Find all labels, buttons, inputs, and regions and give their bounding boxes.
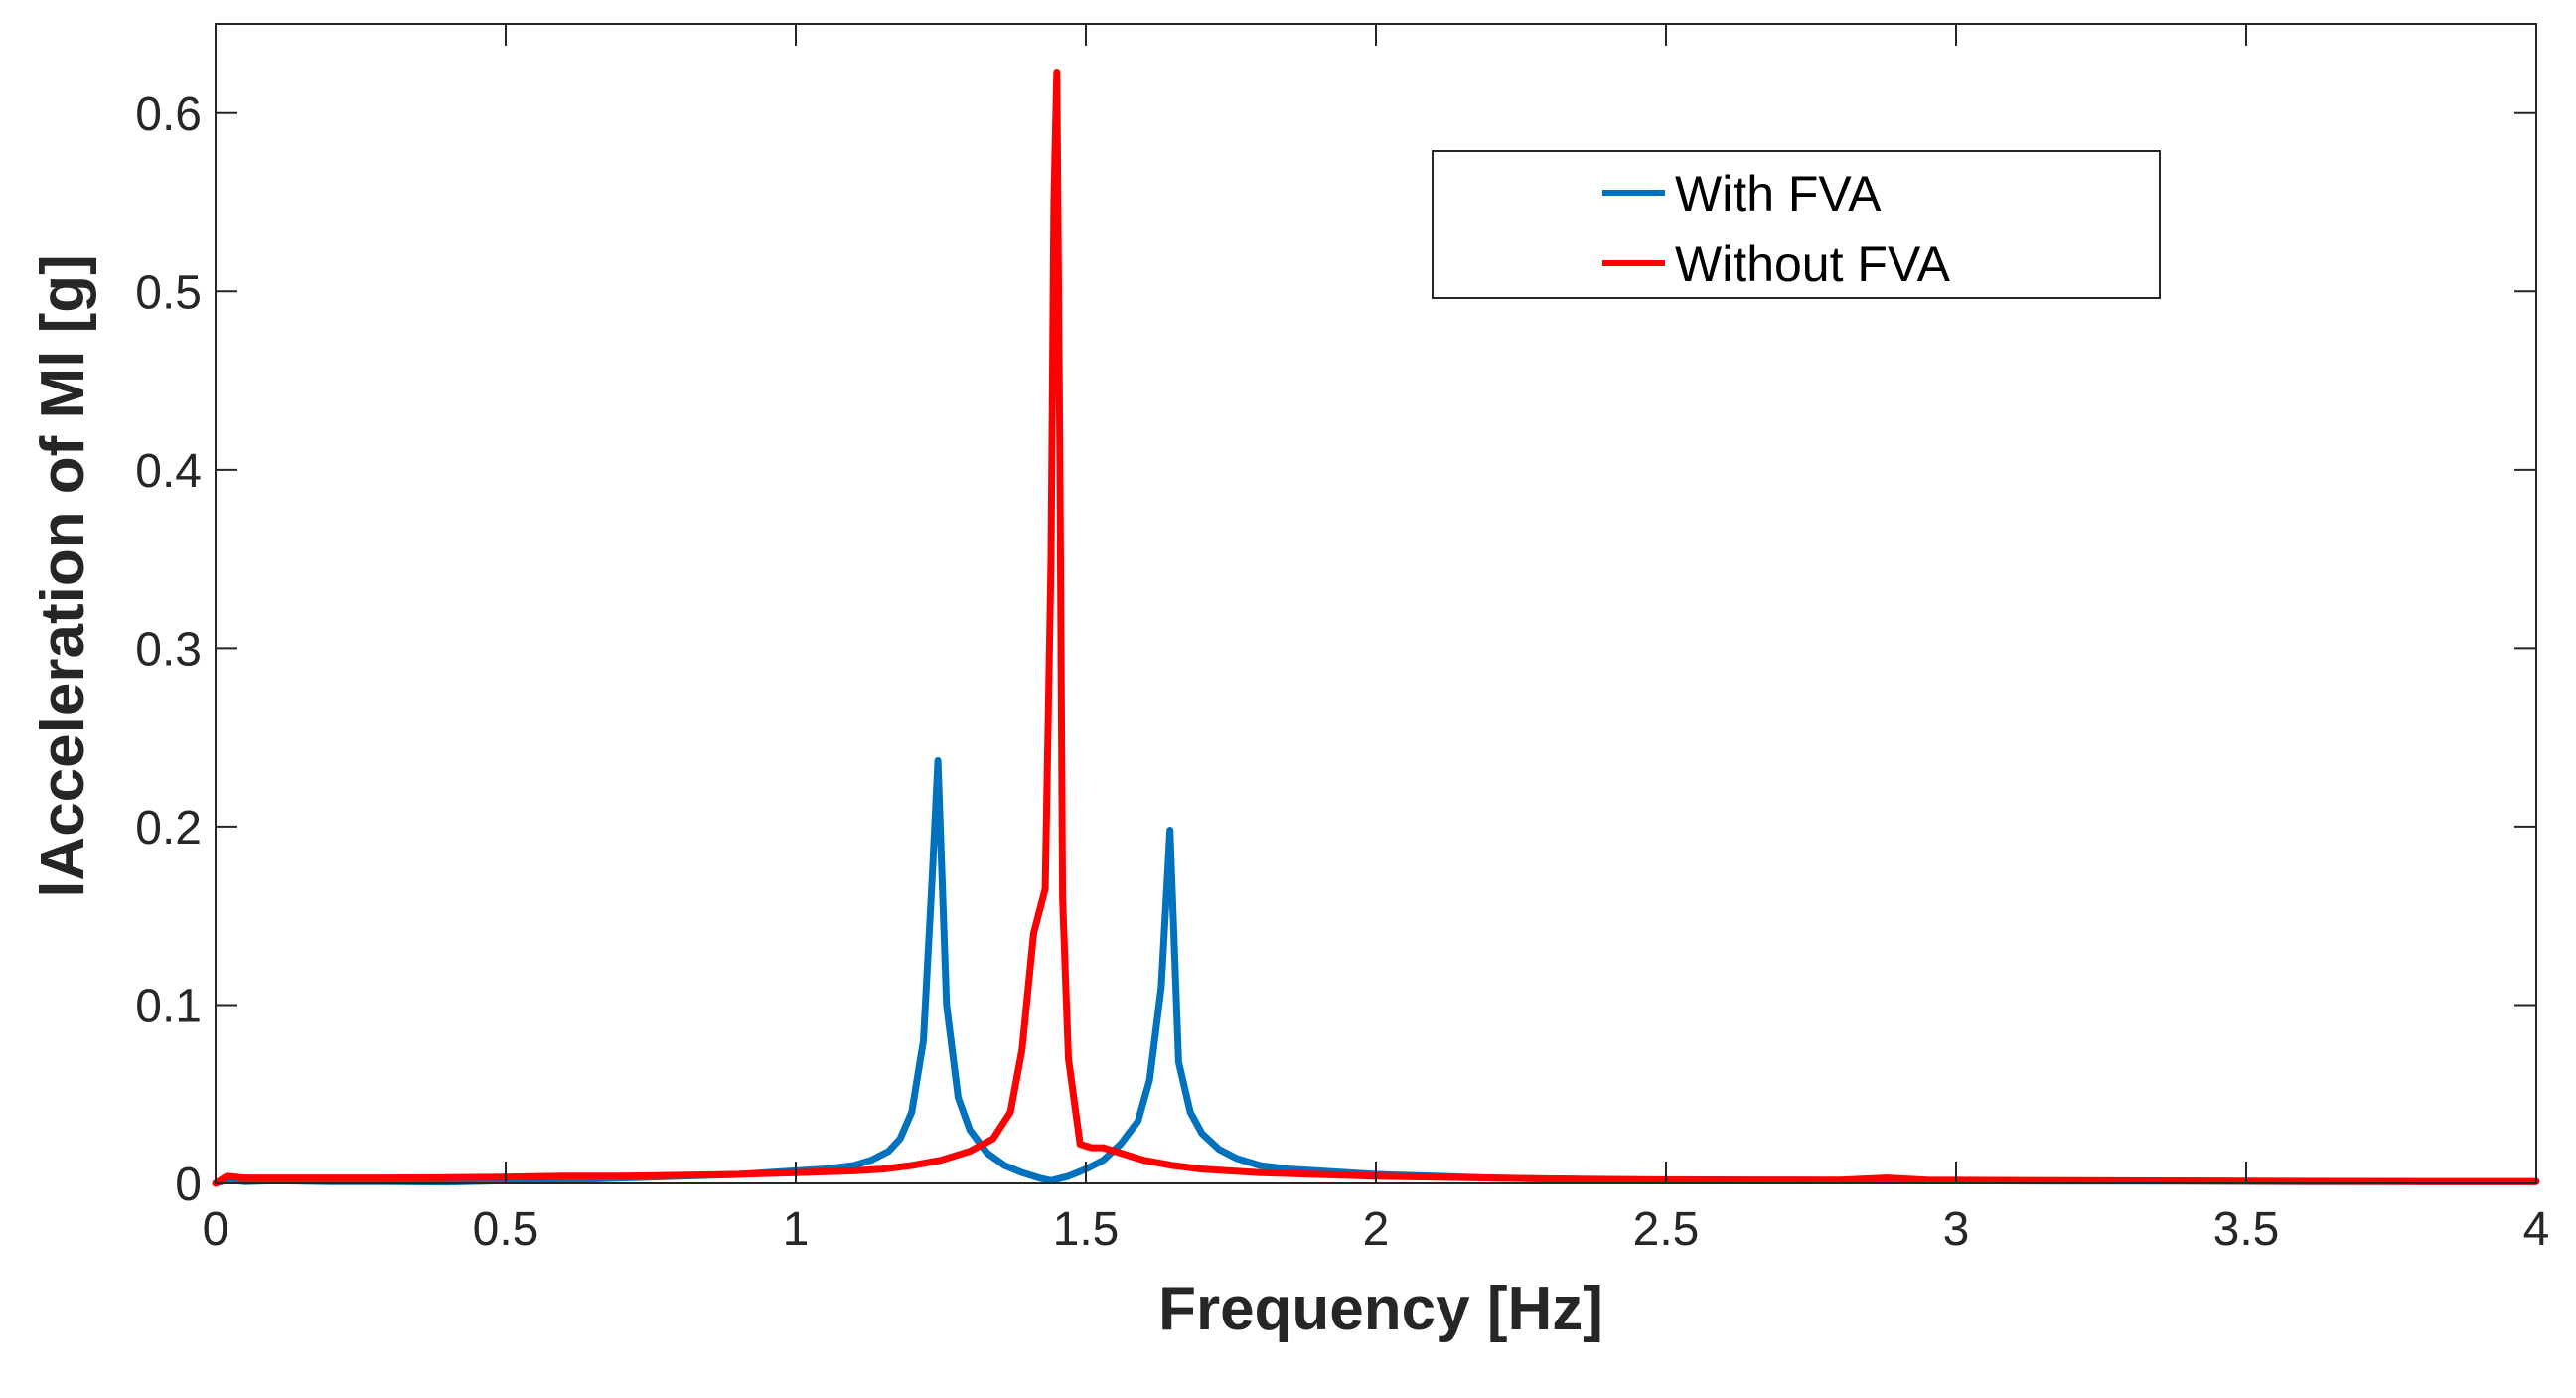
y-tick-label: 0.1 [135,980,202,1032]
x-tick-label: 4 [2523,1203,2550,1256]
legend-label-without-fva: Without FVA [1675,236,1951,292]
y-tick-label: 0.5 [135,266,202,319]
series-line-without-fva [212,69,2540,1187]
x-axis-label: Frequency [Hz] [1158,1275,1603,1343]
y-tick-label: 0.3 [135,623,202,676]
series-layer [212,69,2540,1187]
y-tick-label: 0.4 [135,445,202,498]
x-tick-label: 0 [203,1203,229,1256]
x-tick-label: 1.5 [1053,1203,1120,1256]
x-tick-label: 0.5 [473,1203,539,1256]
legend: With FVA Without FVA [1432,150,2161,299]
y-tick-label: 0.6 [135,88,202,141]
x-tick-label: 3 [1943,1203,1970,1256]
legend-label-with-fva: With FVA [1675,166,1882,222]
y-axis-label: lAcceleration of Ml [g] [29,254,97,898]
y-tick-label: 0 [175,1159,202,1211]
x-tick-label: 2.5 [1633,1203,1700,1256]
plot-background [216,24,2536,1183]
legend-box [1432,150,2161,299]
x-tick-label: 2 [1363,1203,1390,1256]
plot-area [216,24,2536,1183]
x-tick-label: 3.5 [2213,1203,2280,1256]
y-tick-label: 0.2 [135,802,202,854]
axes-layer: 0 0.5 1 1.5 2 2.5 3 3.5 4 0 0.1 0.2 0.3 0.4 0.5 0.6 [135,23,2550,1256]
x-tick-label: 1 [783,1203,810,1256]
